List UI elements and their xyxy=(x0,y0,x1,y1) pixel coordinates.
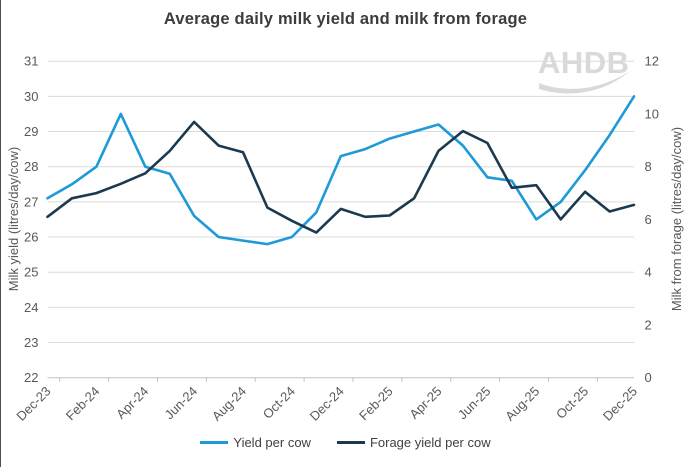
x-axis-tick-label: Jun-24 xyxy=(162,384,201,423)
x-axis-tick-label: Aug-25 xyxy=(502,384,542,424)
ahdb-logo: AHDB xyxy=(537,40,633,96)
x-axis-tick-label: Jun-25 xyxy=(455,384,494,423)
right-axis-tick-label: 10 xyxy=(645,106,659,121)
x-axis-tick-label: Apr-24 xyxy=(113,384,151,422)
legend-item-forage: Forage yield per cow xyxy=(336,435,491,450)
right-axis-tick-label: 2 xyxy=(645,317,652,332)
forage-line-swatch xyxy=(336,441,365,444)
left-axis-tick-label: 28 xyxy=(24,159,38,174)
left-axis-tick-label: 23 xyxy=(24,335,38,350)
left-axis-tick-label: 22 xyxy=(24,370,38,385)
right-axis-tick-label: 0 xyxy=(645,370,652,385)
right-axis-tick-label: 12 xyxy=(645,54,659,69)
x-axis-tick-label: Oct-24 xyxy=(260,384,298,422)
logo-background xyxy=(537,40,633,96)
left-axis-tick-label: 30 xyxy=(24,89,38,104)
right-axis-title: Milk from forage (litres/day/cow) xyxy=(669,126,684,312)
yield-line-swatch xyxy=(200,441,229,444)
forage-yield-per-cow-line xyxy=(46,120,636,234)
legend-label-yield: Yield per cow xyxy=(233,435,311,450)
right-axis-tick-label: 6 xyxy=(645,212,652,227)
left-axis-tick-label: 24 xyxy=(24,300,38,315)
x-axis-tick-label: Dec-23 xyxy=(13,384,53,424)
right-axis-tick-label: 4 xyxy=(645,265,652,280)
left-axis-tick-label: 31 xyxy=(24,54,38,69)
left-axis-title: Milk yield (litres/day/cow) xyxy=(6,146,21,292)
left-axis-tick-label: 26 xyxy=(24,230,38,245)
x-axis-tick-label: Apr-25 xyxy=(406,384,444,422)
x-axis-tick-label: Dec-25 xyxy=(600,384,640,424)
x-axis-tick-label: Feb-24 xyxy=(63,384,103,424)
x-axis-tick-label: Dec-24 xyxy=(307,384,347,424)
legend-item-yield: Yield per cow xyxy=(200,435,311,450)
legend: Yield per cow Forage yield per cow xyxy=(1,435,690,450)
left-axis-tick-label: 27 xyxy=(24,194,38,209)
left-axis-tick-label: 25 xyxy=(24,265,38,280)
yield-per-cow-line xyxy=(46,95,636,246)
legend-label-forage: Forage yield per cow xyxy=(369,435,491,450)
ahdb-logo-text: AHDB xyxy=(538,45,630,80)
ahdb-logo-swoosh xyxy=(539,71,630,94)
right-axis-tick-label: 8 xyxy=(645,159,652,174)
chart-title: Average daily milk yield and milk from f… xyxy=(163,10,528,28)
left-axis-tick-label: 29 xyxy=(24,124,38,139)
x-axis-tick-label: Feb-25 xyxy=(356,384,396,424)
x-axis-tick-label: Aug-24 xyxy=(209,384,249,424)
x-axis-tick-label: Oct-25 xyxy=(553,384,591,422)
